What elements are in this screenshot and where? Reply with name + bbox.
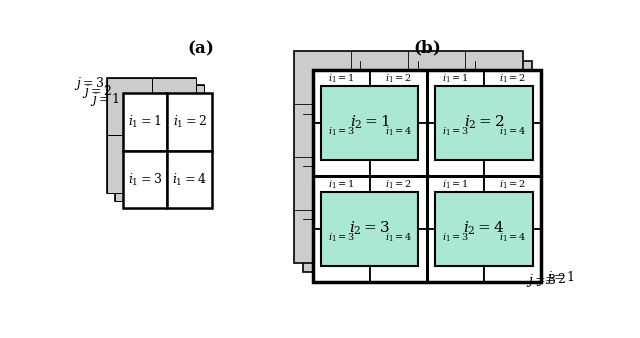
Bar	[303, 61, 532, 272]
Bar	[107, 77, 152, 135]
Text: $i_1 = 1$: $i_1 = 1$	[328, 178, 355, 191]
Bar	[167, 93, 212, 151]
Text: $i_1 = 2$: $i_1 = 2$	[385, 73, 412, 85]
Bar	[107, 77, 196, 193]
Text: $i_1 = 3$: $i_1 = 3$	[442, 232, 469, 244]
Bar	[312, 176, 370, 228]
Text: $j = 1$: $j = 1$	[90, 91, 120, 107]
Bar	[370, 123, 427, 176]
Text: $i_1 = 1$: $i_1 = 1$	[128, 114, 161, 130]
Text: $i_1 = 2$: $i_1 = 2$	[499, 73, 526, 85]
Bar	[152, 77, 196, 135]
Text: $i_1 = 4$: $i_1 = 4$	[172, 171, 207, 188]
Bar	[370, 70, 427, 123]
Text: $i_2 = 3$: $i_2 = 3$	[349, 220, 390, 237]
Text: $i_1 = 2$: $i_1 = 2$	[499, 178, 526, 191]
Text: $i_2 = 4$: $i_2 = 4$	[463, 220, 505, 237]
Bar	[427, 123, 484, 176]
Text: $i_1 = 4$: $i_1 = 4$	[499, 125, 526, 138]
Bar	[484, 176, 541, 228]
Bar	[115, 85, 204, 201]
Bar	[312, 123, 370, 176]
Text: $i_1 = 3$: $i_1 = 3$	[442, 125, 469, 138]
Bar	[152, 135, 196, 193]
Text: $\mathbf{(a)}$: $\mathbf{(a)}$	[187, 39, 214, 58]
Bar	[321, 86, 418, 160]
Text: $i_2 = 1$: $i_2 = 1$	[349, 114, 390, 131]
Text: $i_1 = 4$: $i_1 = 4$	[499, 232, 526, 244]
Text: $\mathbf{(b)}$: $\mathbf{(b)}$	[413, 39, 441, 58]
Text: $j = 3$: $j = 3$	[74, 75, 104, 92]
Text: $i_1 = 1$: $i_1 = 1$	[442, 178, 468, 191]
Bar	[159, 143, 204, 201]
Bar	[435, 192, 532, 266]
Text: $i_1 = 1$: $i_1 = 1$	[442, 73, 468, 85]
Bar	[115, 85, 159, 143]
Text: $i_1 = 1$: $i_1 = 1$	[328, 73, 355, 85]
Bar	[427, 228, 484, 282]
Text: $j = 1$: $j = 1$	[545, 269, 575, 286]
Bar	[312, 70, 370, 123]
Bar	[312, 70, 541, 282]
Text: $j = 3$: $j = 3$	[527, 272, 557, 289]
Bar	[427, 70, 484, 123]
Bar	[427, 176, 484, 228]
Bar	[321, 192, 418, 266]
Bar	[115, 143, 159, 201]
Bar	[312, 228, 370, 282]
Text: $i_1 = 3$: $i_1 = 3$	[328, 232, 355, 244]
Bar	[370, 176, 427, 228]
Text: $i_1 = 2$: $i_1 = 2$	[385, 178, 412, 191]
Text: $j = 2$: $j = 2$	[536, 271, 566, 288]
Bar	[107, 135, 152, 193]
Bar	[484, 70, 541, 123]
Bar	[294, 51, 522, 263]
Bar	[484, 123, 541, 176]
Bar	[370, 228, 427, 282]
Bar	[484, 228, 541, 282]
Text: $i_1 = 3$: $i_1 = 3$	[128, 171, 162, 188]
Text: $i_1 = 2$: $i_1 = 2$	[173, 114, 206, 130]
Bar	[159, 85, 204, 143]
Bar	[123, 93, 167, 151]
Text: $i_1 = 3$: $i_1 = 3$	[328, 125, 355, 138]
Bar	[123, 151, 167, 209]
Bar	[167, 151, 212, 209]
Text: $j = 2$: $j = 2$	[82, 83, 112, 100]
Text: $i_1 = 4$: $i_1 = 4$	[385, 125, 412, 138]
Text: $i_1 = 4$: $i_1 = 4$	[385, 232, 412, 244]
Bar	[435, 86, 532, 160]
Text: $i_2 = 2$: $i_2 = 2$	[463, 114, 504, 131]
